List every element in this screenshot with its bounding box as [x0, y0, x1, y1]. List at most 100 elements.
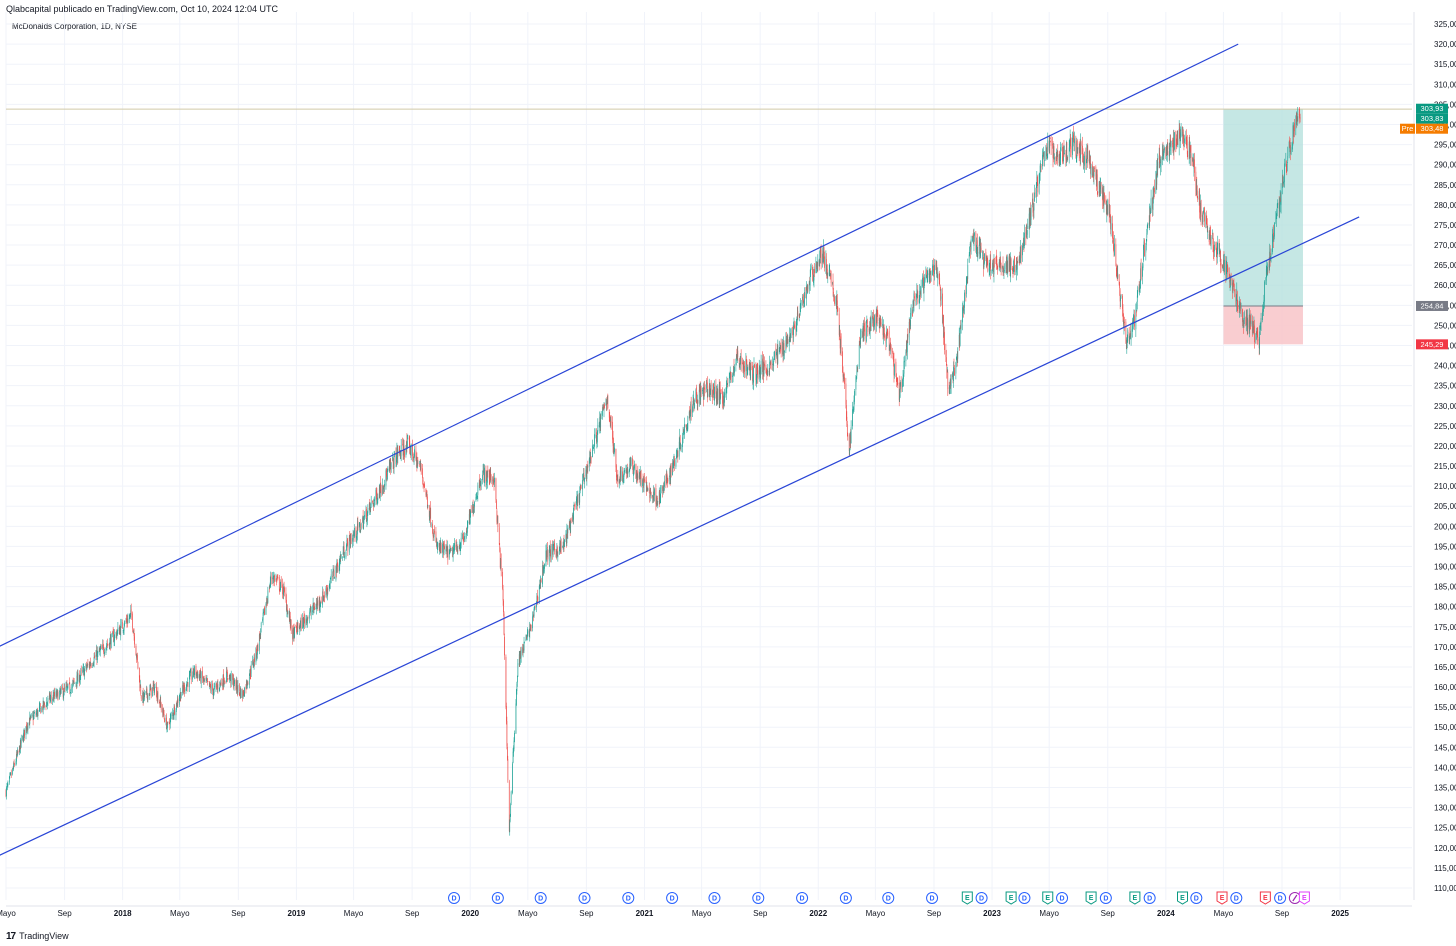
- candle-body: [196, 671, 198, 674]
- candle-body: [586, 465, 588, 469]
- candle-body: [892, 351, 893, 352]
- candle-body: [583, 473, 584, 478]
- candle-body: [756, 362, 758, 372]
- candle-body: [1289, 141, 1291, 148]
- candle-body: [1092, 173, 1094, 176]
- candle-body: [1048, 141, 1050, 151]
- candle-body: [1208, 233, 1210, 242]
- candle-body: [1076, 140, 1078, 151]
- candle-body: [1173, 137, 1174, 153]
- candle-body: [294, 626, 295, 638]
- candle-body: [1242, 309, 1243, 322]
- candle-body: [377, 497, 379, 501]
- candle-body: [1222, 266, 1224, 270]
- candle-body: [392, 456, 393, 461]
- candle-body: [1182, 126, 1183, 136]
- candle-body: [359, 522, 361, 524]
- candle-body: [796, 312, 798, 320]
- candle-body: [748, 363, 750, 371]
- candle-body: [912, 309, 913, 317]
- candle-body: [668, 477, 670, 481]
- candle-body: [1193, 161, 1194, 167]
- candle-body: [987, 260, 989, 271]
- candle-body: [937, 272, 939, 279]
- candle-body: [893, 358, 895, 376]
- candle-body: [67, 683, 69, 689]
- candle-body: [442, 544, 443, 553]
- footer-branding[interactable]: 17 TradingView: [6, 929, 69, 943]
- candle-body: [830, 273, 832, 276]
- candle-body: [517, 663, 519, 677]
- candle-body: [886, 332, 887, 341]
- candle-body: [1179, 127, 1181, 138]
- candle-body: [524, 641, 525, 643]
- candle-body: [786, 340, 788, 345]
- candle-body: [498, 527, 500, 545]
- price-tick-label: 165,00: [1434, 663, 1456, 672]
- candle-body: [950, 374, 952, 387]
- candle-body: [985, 256, 987, 268]
- candle-body: [425, 489, 427, 496]
- candle-body: [929, 271, 931, 275]
- parallel-channel[interactable]: [0, 43, 1360, 856]
- candle-body: [170, 714, 172, 716]
- candle-body: [1143, 244, 1144, 261]
- price-axis[interactable]: 110,00115,00120,00125,00130,00135,00140,…: [1413, 12, 1456, 900]
- candle-body: [692, 400, 694, 406]
- candle-body: [1126, 336, 1128, 343]
- dividend-marker-icon: [975, 892, 988, 904]
- candle-body: [457, 550, 459, 552]
- candle-body: [536, 596, 538, 603]
- candle-body: [1073, 134, 1074, 140]
- candle-body: [584, 477, 585, 482]
- candle-body: [709, 385, 711, 396]
- long-position-tool[interactable]: [6, 108, 1412, 345]
- candle-body: [659, 498, 661, 502]
- candle-body: [1153, 188, 1155, 191]
- candle-body: [480, 481, 482, 486]
- candle-body: [506, 721, 508, 746]
- candle-body: [444, 546, 445, 549]
- candle-body: [197, 671, 198, 679]
- candle-body: [303, 615, 305, 619]
- candle-body: [910, 312, 911, 326]
- candle-body: [433, 535, 434, 538]
- candle-body: [1178, 128, 1180, 148]
- candle-body: [118, 627, 120, 635]
- candle-body: [1033, 210, 1034, 211]
- candle-body: [485, 469, 487, 483]
- candle-body: [467, 520, 468, 533]
- candle-body: [30, 714, 32, 716]
- candle-body: [537, 595, 538, 600]
- candle-body: [640, 476, 642, 485]
- candle-body: [635, 463, 637, 479]
- candle-body: [834, 296, 835, 304]
- candle-body: [360, 529, 362, 532]
- dividend-marker-icon: [1274, 892, 1287, 904]
- time-axis[interactable]: MayoSep2018MayoSep2019MayoSep2020MayoSep…: [0, 905, 1412, 918]
- candle-body: [732, 375, 733, 378]
- candle-body: [1085, 161, 1087, 163]
- candle-body: [486, 471, 487, 486]
- candle-body: [1295, 114, 1297, 124]
- candle-body: [880, 322, 882, 325]
- candle-body: [1249, 316, 1251, 322]
- candle-body: [1024, 232, 1025, 246]
- candle-body: [763, 363, 765, 375]
- candle-body: [775, 348, 777, 357]
- candle-body: [473, 506, 475, 508]
- candle-body: [773, 361, 774, 366]
- candle-body: [17, 750, 18, 756]
- candle-body: [49, 694, 51, 701]
- candle-body: [970, 239, 972, 250]
- candle-body: [533, 609, 535, 617]
- candle-body: [322, 591, 323, 605]
- candle-body: [900, 381, 902, 390]
- candle-body: [838, 313, 840, 336]
- candle-body: [1299, 115, 1300, 116]
- candle-body: [557, 555, 559, 558]
- candle-body: [824, 256, 825, 268]
- candle-body: [123, 627, 125, 631]
